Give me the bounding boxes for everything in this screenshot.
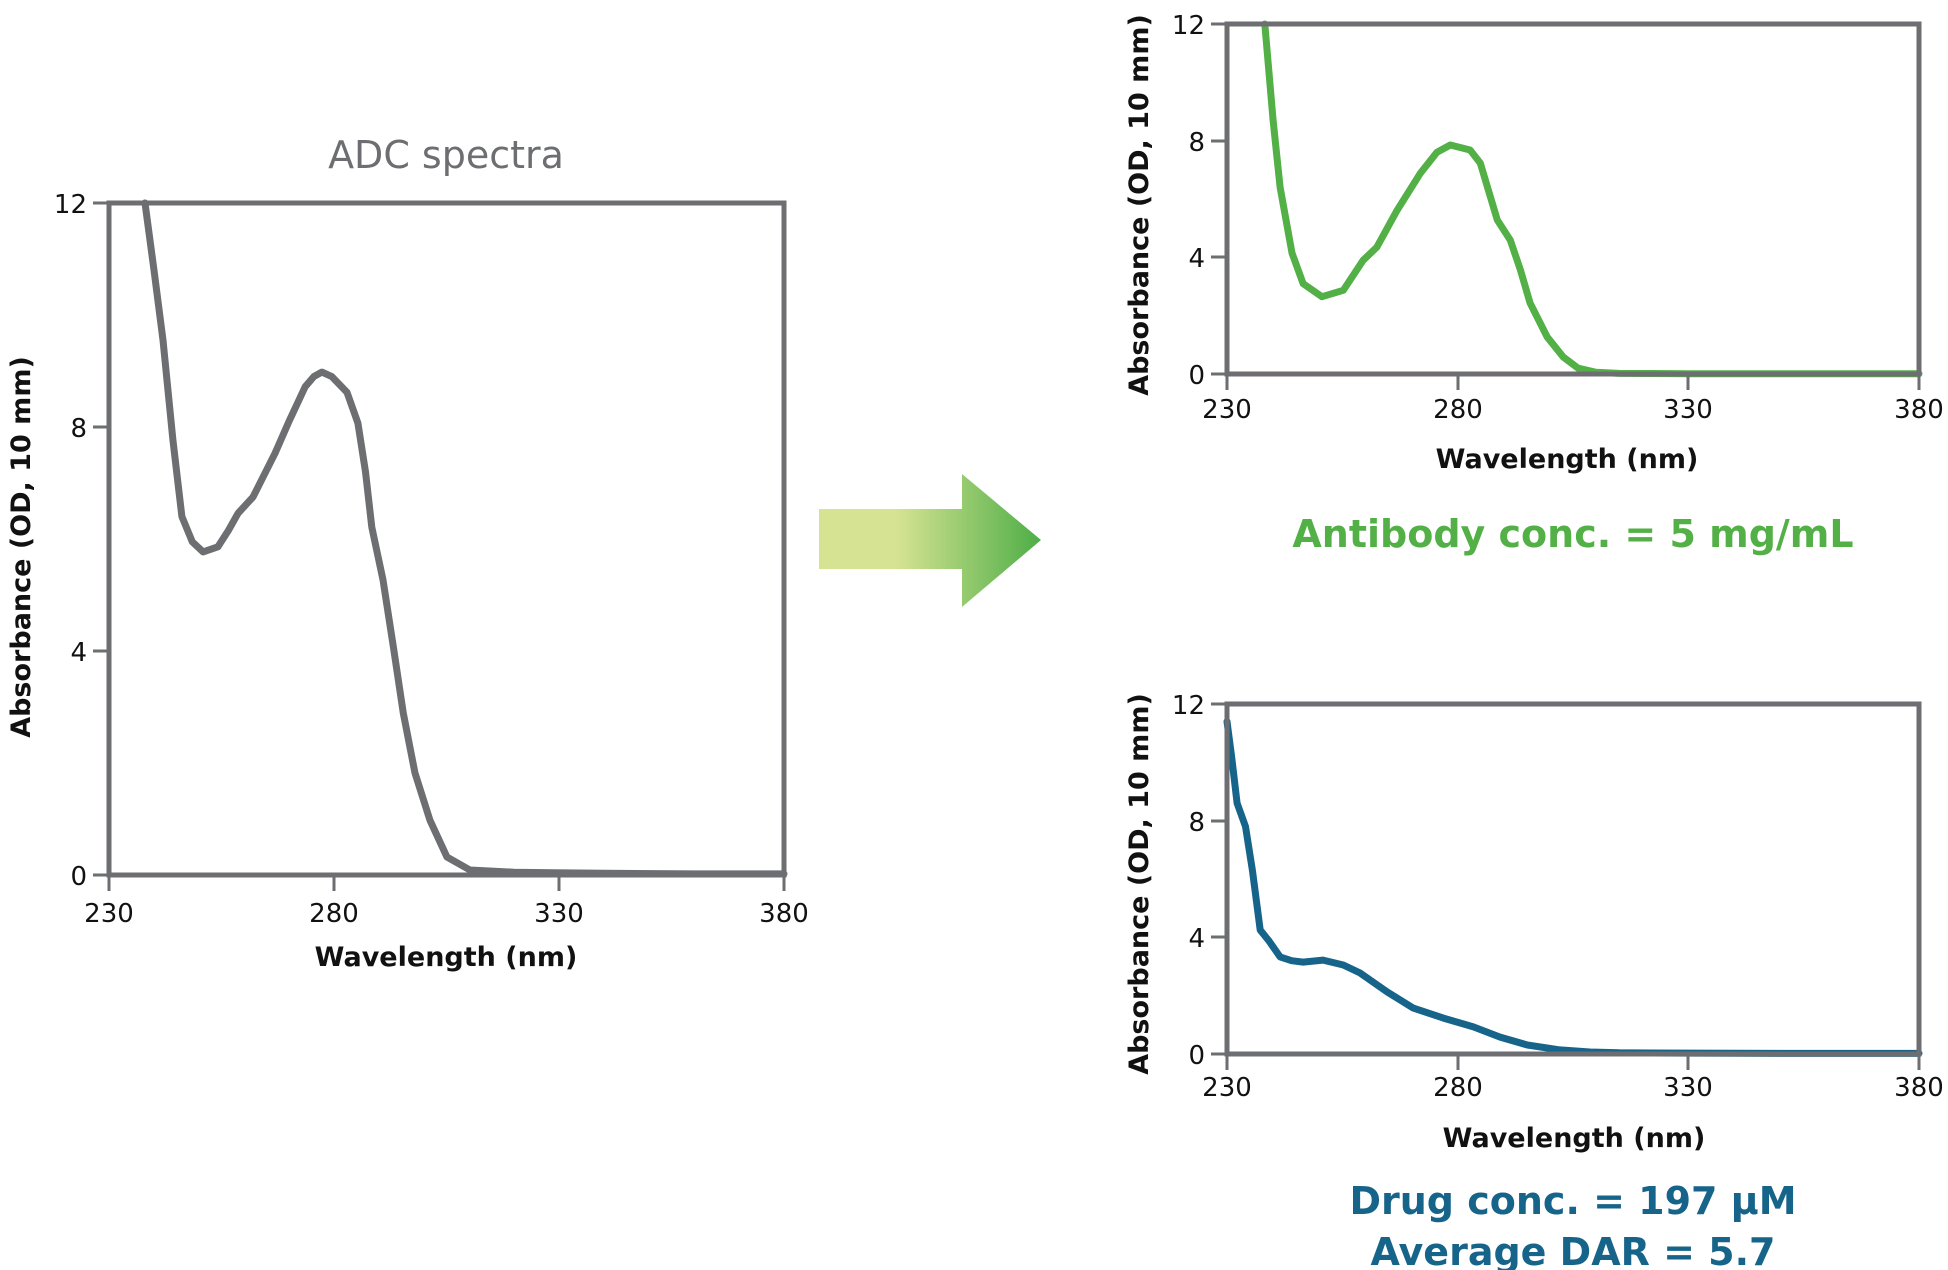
axis-frame [1224,21,1922,377]
y-tick-label: 12 [1172,11,1205,41]
y-axis-title: Absorbance (OD, 10 mm) [1124,14,1155,396]
x-tick-label: 380 [1894,1073,1944,1103]
x-axis-title: Wavelength (nm) [1436,444,1699,475]
y-tick-label: 8 [1188,808,1205,838]
y-axis: 0 4 8 12 Absorbance (OD, 10 mm) [1124,691,1227,1075]
adc-plot-area [106,199,788,878]
y-tick-label: 12 [54,190,87,220]
x-tick-label: 280 [309,899,359,929]
y-tick-label: 8 [1188,128,1205,158]
x-tick-label: 230 [84,899,134,929]
adc-spectrum-line [141,199,788,878]
y-tick-label: 4 [70,638,87,668]
x-tick-label: 280 [1433,1073,1483,1103]
antibody-concentration-caption: Antibody conc. = 5 mg/mL [1292,512,1853,556]
drug-chart: 0 4 8 12 Absorbance (OD, 10 mm) 230 280 … [1124,691,1944,1270]
x-tick-label: 280 [1433,395,1483,425]
y-tick-label: 0 [1188,361,1205,391]
x-tick-label: 380 [759,899,809,929]
arrow-right-icon [819,474,1041,607]
y-tick-label: 4 [1188,924,1205,954]
x-tick-label: 330 [1663,395,1713,425]
y-tick-label: 0 [70,862,87,892]
axis-frame [1224,701,1922,1057]
x-axis: 230 280 330 380 Wavelength (nm) [1202,1054,1944,1154]
x-tick-label: 230 [1202,395,1252,425]
antibody-plot-area [1224,20,1923,378]
antibody-chart: 0 4 8 12 Absorbance (OD, 10 mm) 230 280 … [1124,11,1944,556]
x-tick-label: 330 [534,899,584,929]
drug-plot-area [1223,701,1923,1057]
y-tick-label: 0 [1188,1041,1205,1071]
x-axis-title: Wavelength (nm) [1443,1123,1706,1154]
y-axis: 0 4 8 12 Absorbance (OD, 10 mm) [6,190,109,892]
antibody-spectrum-line [1261,20,1923,378]
axis-frame [106,200,787,878]
x-axis: 230 280 330 380 Wavelength (nm) [84,875,809,973]
y-axis-title: Absorbance (OD, 10 mm) [6,356,37,738]
x-axis: 230 280 330 380 Wavelength (nm) [1202,374,1944,475]
drug-concentration-caption: Drug conc. = 197 µM [1349,1179,1796,1223]
x-tick-label: 380 [1894,395,1944,425]
y-axis-title: Absorbance (OD, 10 mm) [1124,693,1155,1075]
y-axis: 0 4 8 12 Absorbance (OD, 10 mm) [1124,11,1227,396]
y-tick-label: 8 [70,414,87,444]
x-tick-label: 230 [1202,1073,1252,1103]
x-axis-title: Wavelength (nm) [315,942,578,973]
y-tick-label: 12 [1172,691,1205,721]
x-tick-label: 330 [1663,1073,1713,1103]
drug-spectrum-line [1223,718,1923,1057]
chart-title: ADC spectra [328,133,564,177]
adc-chart: ADC spectra 0 4 8 12 Absorbance (OD, 10 … [6,133,809,973]
average-dar-caption: Average DAR = 5.7 [1370,1230,1775,1270]
y-tick-label: 4 [1188,244,1205,274]
